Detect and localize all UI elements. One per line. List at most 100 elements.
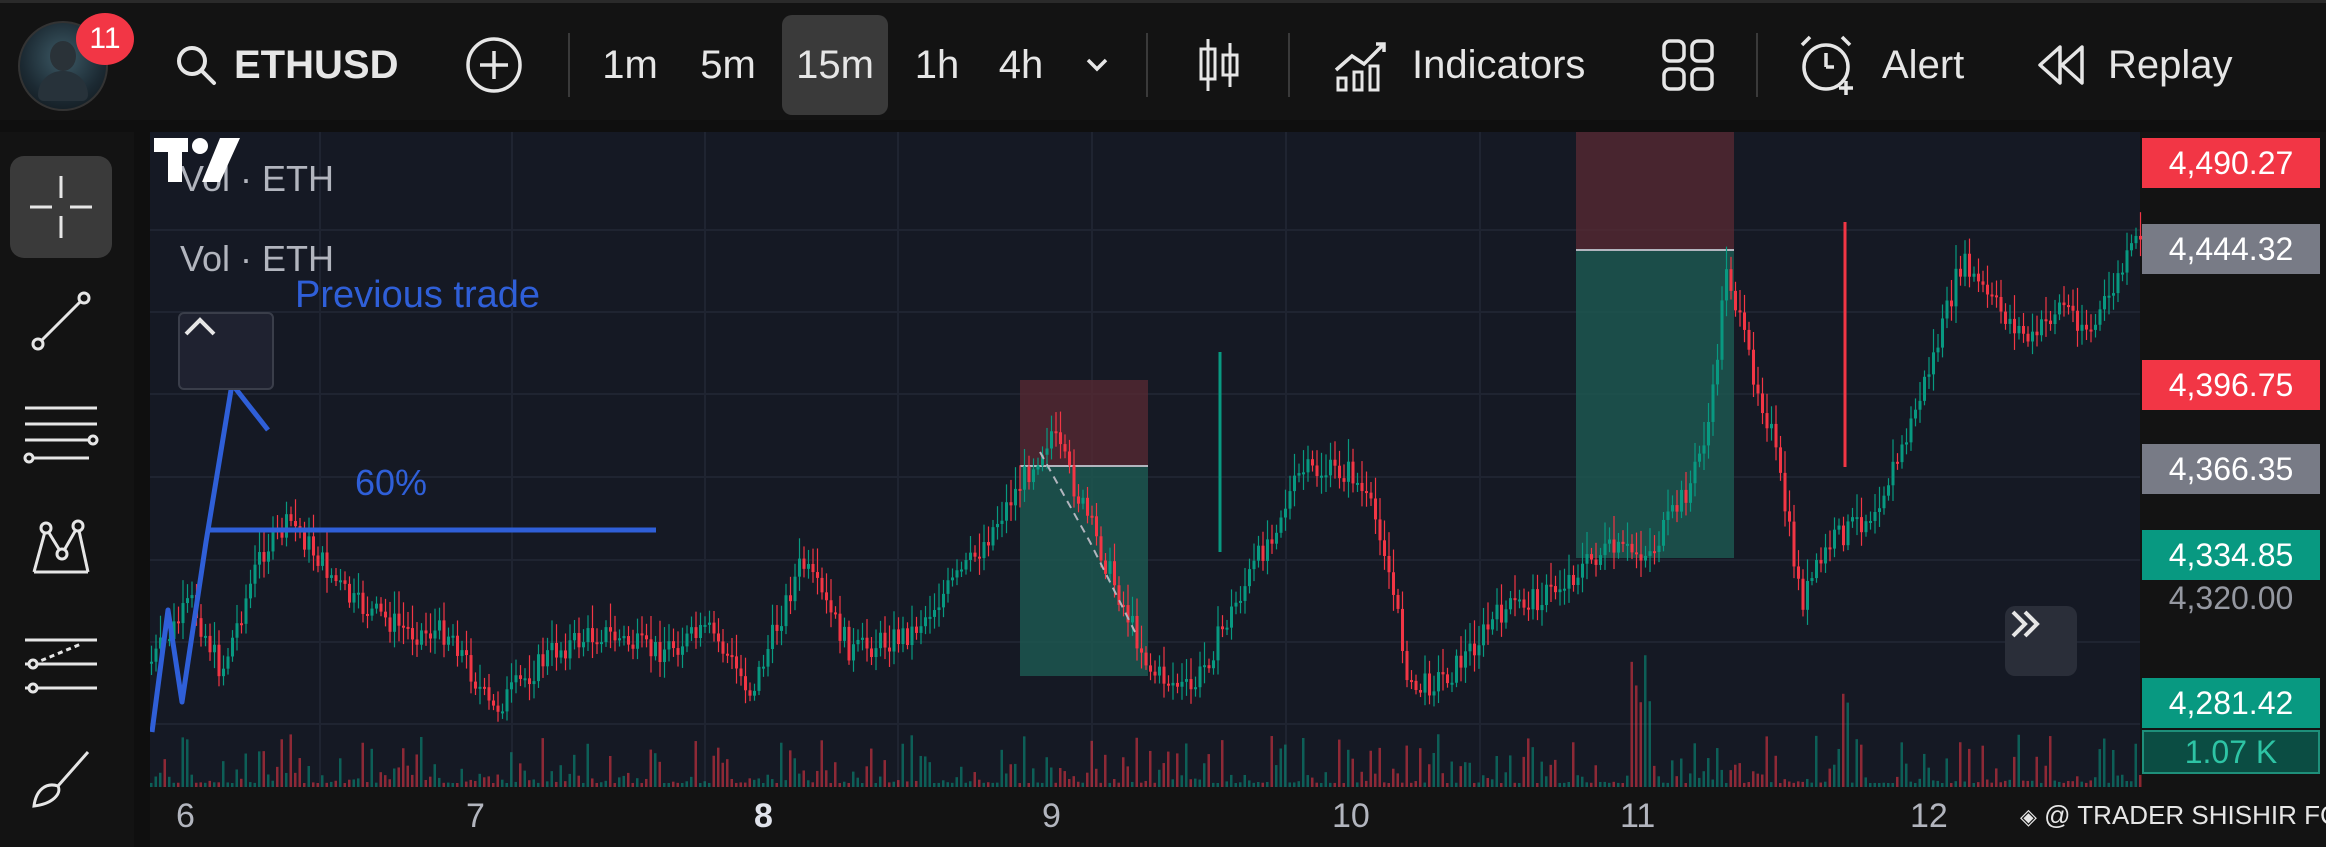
candle-body xyxy=(937,607,941,611)
volume-bar xyxy=(1108,782,1111,787)
candle-body xyxy=(1833,529,1836,549)
candle-body xyxy=(546,650,549,667)
volume-bar xyxy=(267,774,270,787)
candle-body xyxy=(1144,652,1148,666)
indicators-button[interactable]: Indicators xyxy=(1332,15,1585,115)
volume-bar xyxy=(897,780,900,787)
brush-tool[interactable] xyxy=(10,726,112,828)
candle-body xyxy=(825,592,828,601)
candle-body xyxy=(609,627,612,632)
fib-retracement-tool[interactable] xyxy=(10,384,112,486)
pattern-tool[interactable] xyxy=(10,498,112,600)
volume-bar xyxy=(1230,774,1233,787)
volume-bar xyxy=(1374,773,1377,787)
candle-body xyxy=(1855,517,1859,520)
candle-body xyxy=(1509,598,1512,610)
price-chart[interactable] xyxy=(150,132,2326,847)
volume-bar xyxy=(1923,753,1926,787)
symbol-search[interactable]: ETHUSD xyxy=(172,15,398,115)
timeframe-dropdown[interactable] xyxy=(1080,15,1114,115)
x-axis-label: 9 xyxy=(1042,797,1061,835)
candle-body xyxy=(519,675,522,679)
timeframe-15m[interactable]: 15m xyxy=(782,15,888,115)
candle-body xyxy=(951,577,954,581)
volume-bar xyxy=(1702,771,1705,787)
volume-bar xyxy=(1045,757,1048,787)
volume-bar xyxy=(1860,744,1863,787)
volume-bar xyxy=(217,782,220,787)
volume-bar xyxy=(1284,744,1287,787)
timeframe-1h[interactable]: 1h xyxy=(914,42,960,87)
candle-body xyxy=(1522,599,1526,608)
scroll-to-realtime-button[interactable] xyxy=(2005,606,2077,676)
candle-body xyxy=(330,575,333,578)
volume-bar xyxy=(1104,754,1107,787)
candle-body xyxy=(496,705,500,712)
candle-body xyxy=(879,632,882,649)
volume-bar xyxy=(1486,777,1489,787)
candle-body xyxy=(618,638,621,641)
diamond-icon: ◈ xyxy=(2020,804,2037,829)
volume-bar xyxy=(1797,781,1800,787)
replay-button[interactable]: Replay xyxy=(2036,15,2233,115)
forecasting-tool[interactable] xyxy=(10,612,112,714)
candle-body xyxy=(1878,508,1881,512)
candle-body xyxy=(1437,672,1440,692)
volume-bar xyxy=(501,779,504,787)
candle-body xyxy=(1779,447,1782,473)
volume-bar xyxy=(789,750,792,787)
volume-bar xyxy=(1509,755,1512,787)
plus-circle-icon xyxy=(466,37,522,93)
volume-bar xyxy=(208,780,211,787)
timeframe-4h[interactable]: 4h xyxy=(998,42,1044,87)
volume-bar xyxy=(2112,749,2115,787)
volume-bar xyxy=(150,782,153,787)
collapse-legend-button[interactable] xyxy=(178,312,274,390)
timeframe-1m[interactable]: 1m xyxy=(602,42,658,87)
volume-bar xyxy=(888,782,891,787)
volume-bar xyxy=(334,780,337,787)
volume-bar xyxy=(537,782,540,787)
volume-bar xyxy=(190,774,193,787)
volume-bar xyxy=(910,735,913,787)
candle-body xyxy=(1342,478,1346,482)
candle-body xyxy=(1279,517,1283,533)
candle-body xyxy=(1693,461,1697,484)
volume-bar xyxy=(168,776,171,787)
volume-bar xyxy=(231,782,234,787)
volume-bar xyxy=(636,778,639,787)
chart-pane[interactable]: Vol · ETH Vol · ETH Previous trade 60% 4… xyxy=(150,132,2326,847)
layout-button[interactable] xyxy=(1660,15,1716,115)
volume-bar xyxy=(1491,779,1494,787)
candle-body xyxy=(474,681,477,689)
volume-bar xyxy=(2017,734,2020,787)
candle-body xyxy=(1545,584,1548,606)
volume-bar xyxy=(276,766,279,787)
volume-bar xyxy=(1500,782,1503,787)
volume-bar xyxy=(2089,780,2092,787)
compare-button[interactable] xyxy=(464,15,524,115)
volume-bar xyxy=(973,772,976,787)
volume-bar xyxy=(2044,765,2047,787)
volume-bar xyxy=(1032,768,1035,787)
trend-line-tool[interactable] xyxy=(10,270,112,372)
volume-bar xyxy=(1806,778,1809,787)
chevron-up-icon xyxy=(184,317,216,336)
volume-bar xyxy=(2121,774,2124,787)
volume-bar xyxy=(1837,748,1840,787)
crosshair-tool[interactable] xyxy=(10,156,112,258)
volume-bar xyxy=(253,782,256,787)
candle-body xyxy=(1504,609,1508,623)
volume-bar xyxy=(519,763,522,787)
candle-body xyxy=(604,627,608,643)
chart-type-button[interactable] xyxy=(1194,15,1244,115)
timeframe-5m[interactable]: 5m xyxy=(700,42,756,87)
volume-bar xyxy=(1779,782,1782,787)
volume-bar xyxy=(1324,772,1327,787)
candle-body xyxy=(1567,574,1571,589)
volume-bar xyxy=(1648,701,1651,787)
volume-bar xyxy=(271,780,274,787)
alert-button[interactable]: Alert xyxy=(1796,15,1964,115)
candle-body xyxy=(1459,655,1463,668)
candle-body xyxy=(1477,645,1481,656)
